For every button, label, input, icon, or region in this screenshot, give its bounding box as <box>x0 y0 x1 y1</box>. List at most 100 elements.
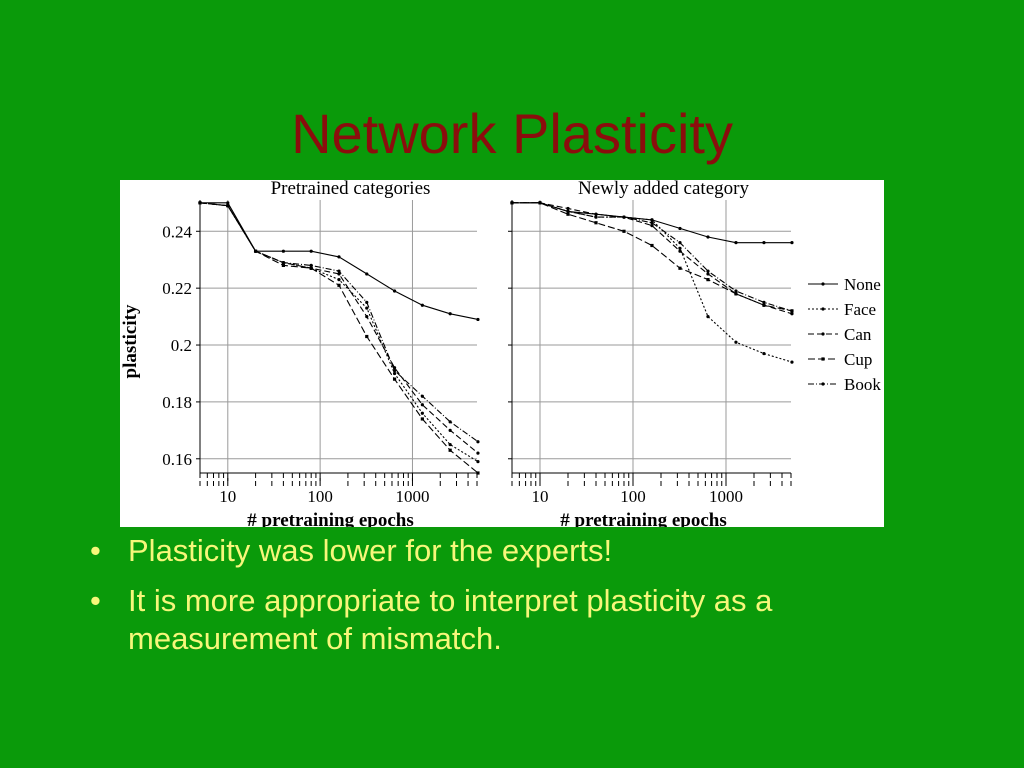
data-point <box>476 317 480 322</box>
data-point <box>650 221 654 225</box>
bullet-item: • It is more appropriate to interpret pl… <box>84 582 964 658</box>
bullet-dot: • <box>90 583 101 618</box>
legend-marker <box>821 382 825 386</box>
legend-marker <box>821 332 825 336</box>
data-point <box>281 260 285 265</box>
bullet-item: • Plasticity was lower for the experts! <box>84 532 964 570</box>
data-point <box>678 226 682 231</box>
data-point <box>622 229 626 233</box>
data-point <box>448 448 452 452</box>
data-point <box>448 420 452 424</box>
plasticity-figure: 10 100 1000 0.16 0.18 0.2 0.22 0.24 Pretrained c… <box>120 180 884 527</box>
data-point <box>678 241 682 245</box>
chart-panel-1 <box>196 200 480 486</box>
data-point <box>706 235 710 239</box>
y-tick-label: 0.18 <box>162 393 192 412</box>
data-point <box>337 255 341 259</box>
data-point <box>734 340 738 344</box>
data-point <box>476 460 480 464</box>
data-point <box>678 246 682 250</box>
plasticity-charts: 10 100 1000 0.16 0.18 0.2 0.22 0.24 Pretrained c… <box>120 180 881 527</box>
y-tick-label: 0.2 <box>171 336 192 355</box>
y-axis-label: plasticity <box>120 304 141 378</box>
data-point <box>281 263 285 268</box>
data-point <box>734 292 738 296</box>
data-point <box>734 289 738 293</box>
series-line-none <box>200 202 479 320</box>
series-line-can <box>199 202 479 454</box>
data-point <box>706 272 710 276</box>
data-point <box>337 283 341 287</box>
data-point <box>226 201 230 205</box>
data-point <box>420 394 424 398</box>
data-point <box>566 206 570 211</box>
legend-label-face: Face <box>844 300 876 319</box>
data-point <box>309 263 313 268</box>
y-tick-label: 0.22 <box>162 279 192 298</box>
y-tick-label: 0.16 <box>162 450 192 469</box>
x-axis-label: # pretraining epochs <box>560 510 726 527</box>
data-point <box>706 278 710 282</box>
data-point <box>622 215 626 219</box>
series-line-can <box>512 202 793 315</box>
data-point <box>420 411 424 415</box>
data-point <box>476 440 480 444</box>
data-point <box>678 249 682 253</box>
legend-marker <box>821 307 825 311</box>
x-axis-label: # pretraining epochs <box>247 510 413 527</box>
series-line-face <box>199 202 479 463</box>
data-point <box>476 451 480 455</box>
slide-title: Network Plasticity <box>291 102 733 165</box>
data-point <box>448 312 452 316</box>
bullet-text: It is more appropriate to interpret plas… <box>128 583 773 656</box>
data-point <box>420 417 424 421</box>
data-point <box>365 306 369 310</box>
chart-title: Newly added category <box>578 180 749 199</box>
data-point <box>706 314 710 319</box>
data-point <box>448 428 452 432</box>
data-point <box>365 300 369 304</box>
x-tick-label: 1000 <box>709 487 743 506</box>
data-point <box>594 221 598 225</box>
chart-legend <box>808 282 838 386</box>
data-point <box>365 314 369 319</box>
data-point <box>253 249 258 253</box>
data-point <box>538 201 542 205</box>
legend-marker <box>821 282 825 286</box>
series-line-cup <box>512 202 793 312</box>
data-point <box>392 369 397 373</box>
data-point <box>790 241 794 245</box>
data-point <box>281 249 285 253</box>
bullet-dot: • <box>90 533 101 568</box>
data-point <box>650 243 654 248</box>
data-point <box>594 212 598 216</box>
data-point <box>365 334 369 339</box>
data-point <box>790 309 794 313</box>
data-point <box>337 278 341 282</box>
data-point <box>594 215 598 219</box>
data-point <box>198 201 202 205</box>
data-point <box>790 312 794 316</box>
data-point <box>510 201 514 205</box>
data-point <box>678 266 682 270</box>
data-point <box>734 241 738 245</box>
chart-panel-2 <box>508 200 794 486</box>
series-line-book <box>199 202 479 443</box>
data-point <box>448 442 452 447</box>
data-point <box>420 303 424 307</box>
data-point <box>309 266 313 270</box>
x-tick-label: 1000 <box>395 487 429 506</box>
data-point <box>392 371 397 376</box>
legend-label-cup: Cup <box>844 350 872 369</box>
x-tick-label: 10 <box>531 487 548 506</box>
data-point <box>566 209 570 213</box>
data-point <box>762 351 766 356</box>
series-line-cup <box>199 202 479 474</box>
data-point <box>392 377 397 381</box>
data-point <box>706 269 710 273</box>
data-point <box>650 223 654 228</box>
x-tick-label: 100 <box>307 487 333 506</box>
series-line-book <box>512 202 793 312</box>
bullet-list: • Plasticity was lower for the experts! … <box>84 532 964 670</box>
data-point <box>420 403 424 407</box>
